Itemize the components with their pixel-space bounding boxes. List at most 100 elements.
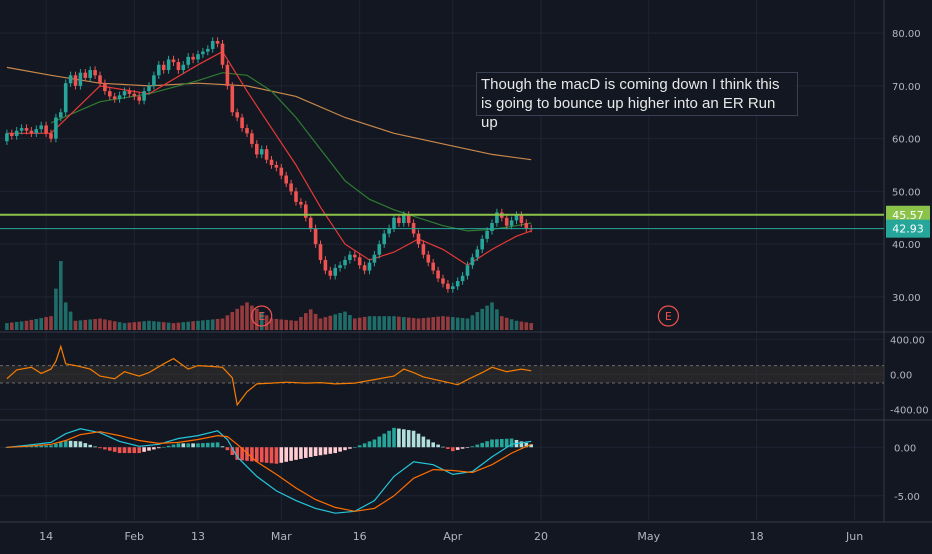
volume-bar <box>152 321 156 330</box>
candle-body <box>83 72 88 78</box>
time-axis-label: Apr <box>443 530 463 543</box>
candle-body <box>166 59 171 71</box>
candle-body <box>372 254 377 263</box>
volume-bar <box>63 302 68 330</box>
candle-body <box>504 217 509 226</box>
candle-body <box>421 244 426 255</box>
candle-body <box>19 128 24 131</box>
candle-body <box>387 228 391 234</box>
macd-histogram-bar <box>49 445 53 448</box>
candle-body <box>255 143 259 155</box>
volume-bar <box>279 319 284 330</box>
macd-histogram-bar <box>269 447 274 464</box>
volume-bar <box>465 318 470 330</box>
time-axis-label: Feb <box>125 530 144 543</box>
macd-axis-label: -5.00 <box>894 492 920 503</box>
macd-histogram-bar <box>206 442 210 448</box>
volume-bar <box>255 308 259 330</box>
candle-body <box>127 91 132 94</box>
macd-histogram-bar <box>357 445 362 448</box>
volume-bar <box>166 322 171 330</box>
macd-histogram-bar <box>181 443 186 448</box>
candle-body <box>495 212 499 224</box>
macd-histogram-bar <box>201 443 205 448</box>
candle-body <box>147 85 151 92</box>
volume-bar <box>44 317 48 330</box>
macd-histogram-bar <box>157 447 161 449</box>
volume-bar <box>328 315 333 330</box>
candle-body <box>68 75 73 84</box>
macd-histogram-bar <box>451 447 455 452</box>
candle-body <box>54 117 58 139</box>
volume-bar <box>49 316 53 330</box>
volume-bar <box>377 316 382 330</box>
candle-body <box>44 125 48 134</box>
candle-body <box>63 83 68 113</box>
macd-histogram-bar <box>441 446 445 448</box>
volume-bar <box>509 319 514 330</box>
candle-body <box>519 215 524 224</box>
candle-body <box>161 64 166 71</box>
candle-body <box>308 217 313 229</box>
macd-histogram-bar <box>397 428 401 448</box>
macd-histogram-bar <box>323 447 328 455</box>
candle-body <box>98 75 102 84</box>
time-axis-label: May <box>637 530 660 543</box>
macd-histogram-bar <box>392 427 396 448</box>
candle-body <box>171 59 176 63</box>
ema-mid-line <box>50 72 532 232</box>
volume-bar <box>504 317 509 330</box>
candle-body <box>431 262 435 271</box>
candle-body <box>485 230 489 239</box>
volume-bar <box>78 320 83 330</box>
macd-histogram-bar <box>196 443 200 448</box>
volume-bar <box>93 318 97 330</box>
volume-bar <box>313 313 318 330</box>
annotation-text[interactable]: Though the macD is coming down I think t… <box>476 72 798 131</box>
macd-histogram-bar <box>255 447 259 462</box>
macd-histogram-bar <box>421 436 426 448</box>
volume-bar <box>24 320 29 330</box>
candle-body <box>122 91 127 96</box>
macd-histogram-bar <box>431 442 435 448</box>
macd-histogram-bar <box>235 447 239 460</box>
macd-histogram-bar <box>308 447 313 457</box>
macd-histogram-bar <box>353 447 357 448</box>
candle-body <box>132 93 137 97</box>
volume-bar <box>318 318 323 330</box>
candle-body <box>196 54 200 60</box>
price-axis-label: 60.00 <box>892 135 921 146</box>
macd-histogram-bar <box>112 447 117 452</box>
macd-histogram-bar <box>362 443 367 448</box>
volume-bar <box>367 316 372 330</box>
macd-histogram-bar <box>372 439 377 448</box>
volume-bar <box>402 317 406 330</box>
volume-bar <box>323 317 328 330</box>
candle-body <box>34 129 39 134</box>
candle-body <box>108 91 112 97</box>
time-axis-label: Mar <box>271 530 292 543</box>
volume-bar <box>426 317 431 330</box>
macd-histogram-bar <box>230 447 235 456</box>
candle-body <box>328 270 333 276</box>
candle-body <box>343 259 347 266</box>
macd-histogram-bar <box>274 447 279 464</box>
volume-bar <box>161 322 166 330</box>
candle-body <box>475 249 480 258</box>
macd-histogram-bar <box>304 447 308 458</box>
volume-bar <box>5 323 9 330</box>
signal-line <box>6 431 532 512</box>
candle-body <box>137 96 141 101</box>
price-tag-label: 42.93 <box>892 223 924 236</box>
price-axis-label: 70.00 <box>892 82 921 93</box>
macd-histogram-bar <box>279 447 284 463</box>
time-axis-label: 13 <box>191 530 205 543</box>
macd-histogram-bar <box>152 447 156 450</box>
candle-body <box>426 254 431 263</box>
macd-histogram-bar <box>490 439 494 448</box>
macd-histogram-bar <box>186 443 190 448</box>
volume-bar <box>490 302 494 330</box>
macd-histogram-bar <box>299 447 303 459</box>
candle-body <box>39 125 43 130</box>
